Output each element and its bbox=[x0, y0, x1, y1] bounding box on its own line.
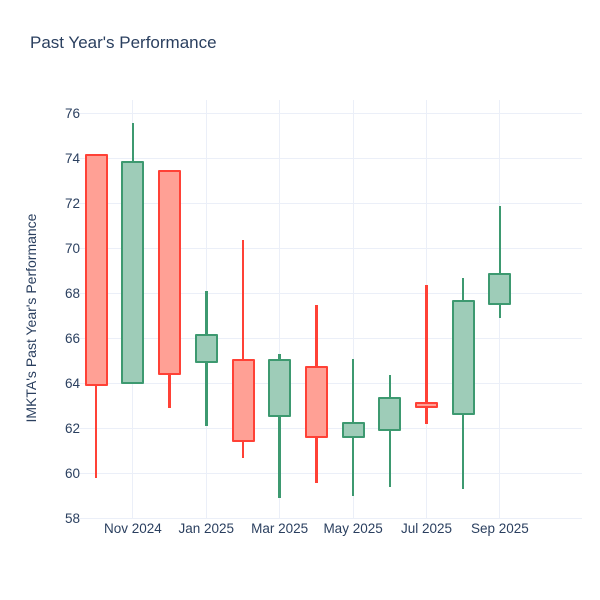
candle-body-jan-2025[interactable] bbox=[194, 334, 218, 364]
y-tick-label-60: 60 bbox=[64, 465, 80, 481]
y-tick-label-62: 62 bbox=[64, 420, 80, 436]
candle-body-aug-2025[interactable] bbox=[451, 300, 475, 415]
y-tick-label-74: 74 bbox=[64, 150, 80, 166]
x-tick-label-1: Nov 2024 bbox=[103, 521, 162, 536]
candle-body-may-2025[interactable] bbox=[341, 421, 365, 438]
candle-body-jul-2025[interactable] bbox=[415, 401, 438, 409]
y-tick-label-72: 72 bbox=[64, 195, 80, 211]
gridline-h-74 bbox=[78, 158, 582, 159]
gridline-h-60 bbox=[78, 473, 582, 474]
candle-body-feb-2025[interactable] bbox=[231, 358, 255, 442]
y-tick-label-70: 70 bbox=[64, 240, 80, 256]
gridline-h-72 bbox=[78, 203, 582, 204]
y-tick-label-68: 68 bbox=[64, 285, 80, 301]
chart-title: Past Year's Performance bbox=[30, 33, 217, 52]
x-tick-label-9: Jul 2025 bbox=[400, 521, 453, 536]
gridline-h-62 bbox=[78, 428, 582, 429]
candle-body-oct-2024[interactable] bbox=[84, 154, 108, 386]
gridline-h-64 bbox=[78, 383, 582, 384]
candle-wick-feb-2025 bbox=[241, 239, 245, 458]
x-tick-label-3: Jan 2025 bbox=[178, 521, 235, 536]
candle-body-nov-2024[interactable] bbox=[121, 160, 145, 384]
candle-wick-jun-2025 bbox=[388, 374, 392, 487]
gridline-h-58 bbox=[78, 518, 582, 519]
gridline-v-7 bbox=[352, 100, 354, 519]
gridline-h-68 bbox=[78, 293, 582, 294]
gridline-v-5 bbox=[279, 100, 281, 519]
candle-body-dec-2024[interactable] bbox=[158, 169, 182, 375]
x-tick-label-11: Sep 2025 bbox=[470, 521, 529, 536]
y-tick-label-76: 76 bbox=[64, 105, 80, 121]
gridline-h-66 bbox=[78, 338, 582, 339]
y-tick-label-66: 66 bbox=[64, 330, 80, 346]
y-tick-label-58: 58 bbox=[64, 510, 80, 526]
candle-body-sep-2025[interactable] bbox=[488, 273, 512, 305]
y-tick-label-64: 64 bbox=[64, 375, 80, 391]
candle-body-apr-2025[interactable] bbox=[304, 365, 328, 438]
candle-wick-jul-2025 bbox=[425, 284, 428, 424]
x-tick-label-7: May 2025 bbox=[323, 521, 383, 536]
candle-wick-sep-2025 bbox=[498, 205, 502, 319]
x-tick-label-5: Mar 2025 bbox=[251, 521, 309, 536]
candle-wick-mar-2025 bbox=[278, 354, 281, 499]
gridline-h-70 bbox=[78, 248, 582, 249]
candle-body-jun-2025[interactable] bbox=[378, 397, 402, 431]
candle-body-mar-2025[interactable] bbox=[268, 358, 292, 418]
gridline-h-76 bbox=[78, 113, 582, 114]
